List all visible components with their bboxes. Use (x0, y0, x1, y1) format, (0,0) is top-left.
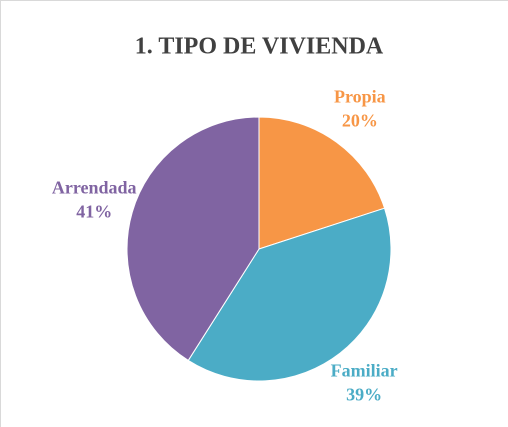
slice-label: Familiar (331, 361, 398, 381)
slice-value-label: 41% (76, 201, 112, 221)
slice-value-label: 39% (346, 385, 382, 405)
pie-slice (187, 207, 392, 382)
slice-value-label: 20% (342, 110, 378, 130)
chart-title: 1. TIPO DE VIVIENDA (135, 34, 384, 60)
pie-slice (258, 116, 386, 250)
pie-slice (126, 116, 260, 362)
slice-label: Propia (334, 86, 386, 106)
slice-label: Arrendada (52, 177, 137, 197)
